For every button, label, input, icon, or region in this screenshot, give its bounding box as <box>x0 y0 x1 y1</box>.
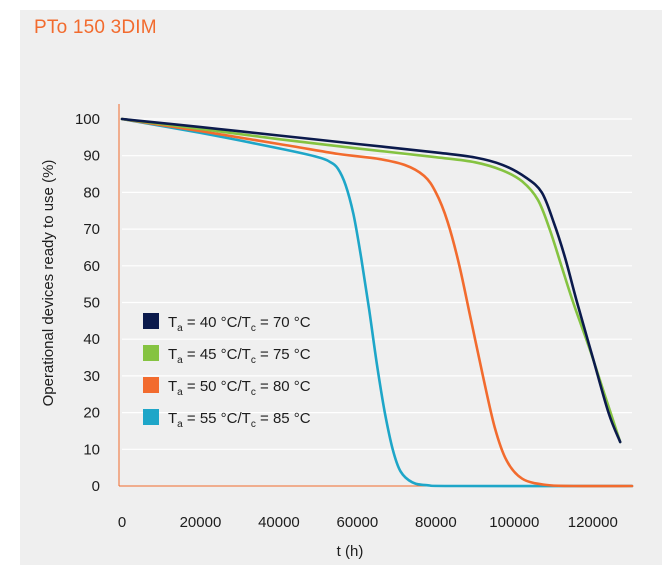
legend-item-1: Ta = 40 °C/Tc = 70 °C <box>143 313 311 334</box>
legend-text-part: = 85 °C <box>256 410 311 427</box>
x-axis-label: t (h) <box>337 543 364 560</box>
x-tick-labels: 0 20000 40000 60000 80000 100000 120000 <box>118 514 618 531</box>
legend-label: Ta = 55 °C/Tc = 85 °C <box>168 410 311 430</box>
x-tick-label: 80000 <box>415 514 457 531</box>
y-tick-label: 80 <box>83 184 100 201</box>
legend-item-2: Ta = 45 °C/Tc = 75 °C <box>143 345 311 366</box>
chart-title: PTo 150 3DIM <box>34 17 157 38</box>
y-tick-label: 0 <box>92 478 100 495</box>
legend-subscript: a <box>177 355 183 366</box>
legend-label: Ta = 50 °C/Tc = 80 °C <box>168 378 311 398</box>
legend-text-part: = 40 °C/T <box>183 314 251 331</box>
legend-swatch <box>143 313 159 329</box>
legend-text-part: = 45 °C/T <box>183 346 251 363</box>
legend-text-part: T <box>168 314 177 331</box>
series-line-3 <box>120 117 634 488</box>
legend-label: Ta = 45 °C/Tc = 75 °C <box>168 346 311 366</box>
legend-subscript: a <box>177 387 183 398</box>
legend-subscript: c <box>251 323 256 334</box>
legend-text-part: = 55 °C/T <box>183 410 251 427</box>
legend-subscript: c <box>251 387 256 398</box>
legend-swatch <box>143 345 159 361</box>
series-line-4 <box>120 117 634 488</box>
y-tick-label: 10 <box>83 441 100 458</box>
y-axis-label: Operational devices ready to use (%) <box>40 160 57 407</box>
x-tick-label: 120000 <box>568 514 618 531</box>
legend-item-3: Ta = 50 °C/Tc = 80 °C <box>143 377 311 398</box>
legend-subscript: c <box>251 419 256 430</box>
legend-text-part: = 50 °C/T <box>183 378 251 395</box>
x-tick-label: 0 <box>118 514 126 531</box>
x-tick-label: 20000 <box>180 514 222 531</box>
y-tick-label: 20 <box>83 405 100 422</box>
legend-swatch <box>143 377 159 393</box>
y-tick-label: 70 <box>83 221 100 238</box>
legend-text-part: = 70 °C <box>256 314 311 331</box>
legend-item-4: Ta = 55 °C/Tc = 85 °C <box>143 409 311 430</box>
legend-text-part: = 75 °C <box>256 346 311 363</box>
y-tick-label: 100 <box>75 111 100 128</box>
x-tick-label: 40000 <box>258 514 300 531</box>
legend-text-part: T <box>168 346 177 363</box>
x-tick-label: 100000 <box>489 514 539 531</box>
gridlines <box>122 118 632 450</box>
x-tick-label: 60000 <box>337 514 379 531</box>
y-tick-label: 30 <box>83 368 100 385</box>
y-tick-label: 40 <box>83 331 100 348</box>
legend-text-part: = 80 °C <box>256 378 311 395</box>
series-line-2 <box>120 117 622 444</box>
y-tick-labels: 0 10 20 30 40 50 60 70 80 90 100 <box>75 111 100 495</box>
y-tick-label: 50 <box>83 295 100 312</box>
y-tick-label: 90 <box>83 148 100 165</box>
legend-subscript: a <box>177 323 183 334</box>
legend-subscript: a <box>177 419 183 430</box>
chart-panel <box>20 10 662 565</box>
legend-text-part: T <box>168 378 177 395</box>
series-line-1 <box>120 117 622 444</box>
legend-text-part: T <box>168 410 177 427</box>
legend-subscript: c <box>251 355 256 366</box>
y-tick-label: 60 <box>83 258 100 275</box>
series-lines <box>120 117 634 488</box>
legend-label: Ta = 40 °C/Tc = 70 °C <box>168 314 311 334</box>
axes <box>118 104 632 487</box>
legend: Ta = 40 °C/Tc = 70 °CTa = 45 °C/Tc = 75 … <box>143 313 311 430</box>
legend-swatch <box>143 409 159 425</box>
